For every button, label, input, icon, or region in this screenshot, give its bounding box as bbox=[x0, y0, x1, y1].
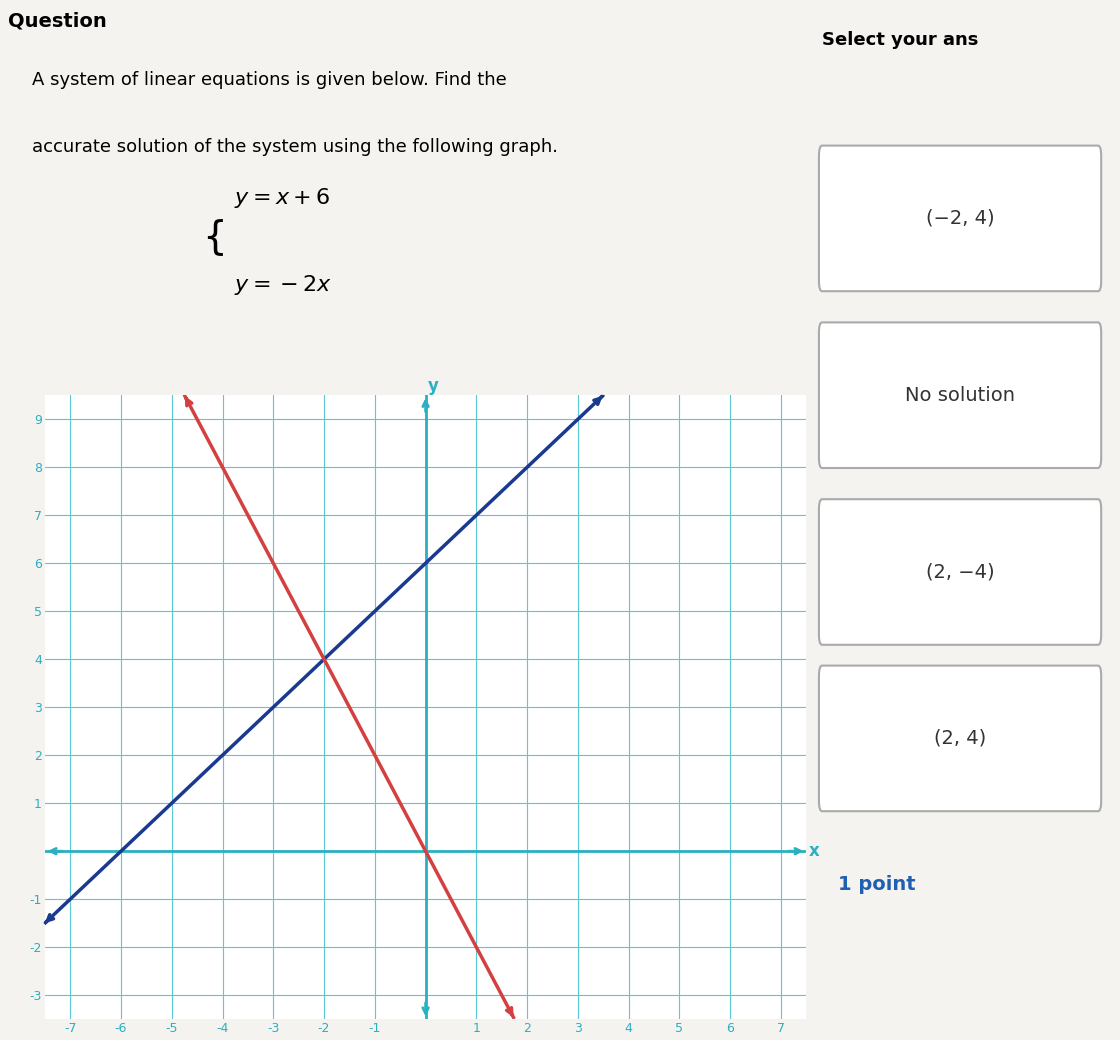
Text: (2, −4): (2, −4) bbox=[926, 563, 995, 581]
Text: (−2, 4): (−2, 4) bbox=[926, 209, 995, 228]
Text: No solution: No solution bbox=[905, 386, 1015, 405]
Text: y: y bbox=[428, 378, 439, 395]
Text: $\{$: $\{$ bbox=[202, 216, 224, 258]
FancyBboxPatch shape bbox=[819, 666, 1101, 811]
FancyBboxPatch shape bbox=[819, 146, 1101, 291]
FancyBboxPatch shape bbox=[819, 499, 1101, 645]
Text: A system of linear equations is given below. Find the: A system of linear equations is given be… bbox=[32, 71, 507, 89]
Text: (2, 4): (2, 4) bbox=[934, 729, 987, 748]
Text: $y = -2x$: $y = -2x$ bbox=[234, 272, 332, 296]
Text: $y = x + 6$: $y = x + 6$ bbox=[234, 185, 330, 210]
FancyBboxPatch shape bbox=[819, 322, 1101, 468]
Text: Select your ans: Select your ans bbox=[822, 31, 979, 49]
Text: Question: Question bbox=[8, 11, 106, 31]
Text: 1 point: 1 point bbox=[838, 875, 915, 893]
Text: x: x bbox=[809, 842, 820, 860]
Text: accurate solution of the system using the following graph.: accurate solution of the system using th… bbox=[32, 138, 558, 156]
